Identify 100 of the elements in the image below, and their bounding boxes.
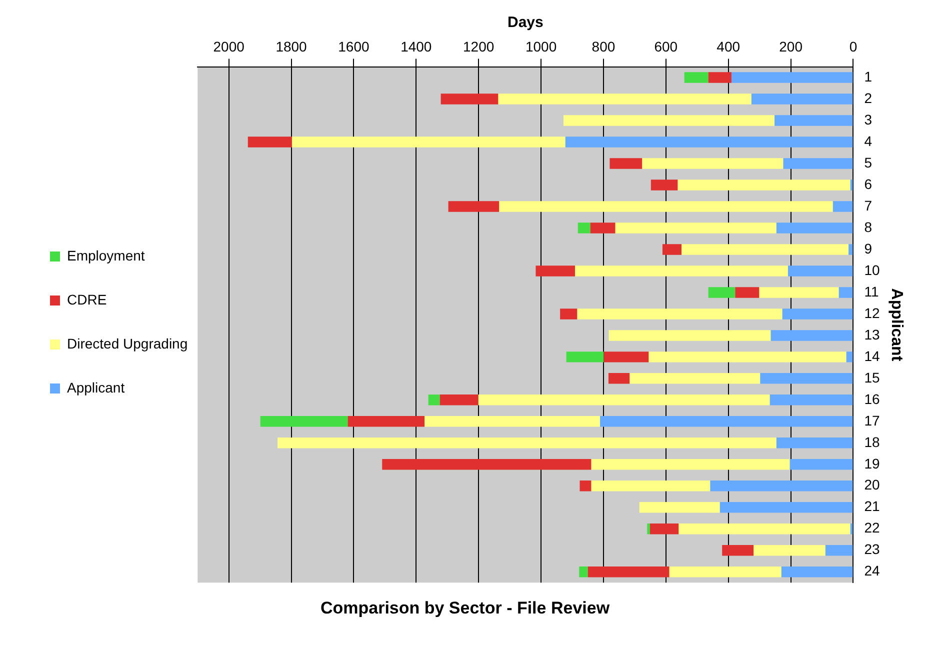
y-tick-label: 15 <box>864 369 880 386</box>
bar <box>647 524 650 534</box>
bar <box>575 266 788 276</box>
bar <box>770 394 853 406</box>
x-tick-label: 2000 <box>213 38 245 54</box>
x-tick-label: 1200 <box>463 38 494 54</box>
bar <box>565 136 853 148</box>
bar <box>292 136 566 148</box>
bar <box>776 438 853 448</box>
y-tick-label: 9 <box>864 240 872 256</box>
bar <box>838 287 853 298</box>
bar <box>825 544 853 556</box>
bar <box>600 416 853 427</box>
bar <box>536 266 576 276</box>
y-axis-title: Applicant <box>888 288 905 362</box>
bar <box>564 115 775 126</box>
bar <box>615 222 776 234</box>
bar <box>759 287 839 298</box>
bar <box>650 524 679 534</box>
bar <box>440 94 498 104</box>
bar <box>774 115 853 126</box>
bar <box>678 180 850 190</box>
bar <box>708 287 736 298</box>
bar <box>478 394 770 406</box>
bar <box>588 566 670 578</box>
bar <box>448 201 500 212</box>
y-tick-label: 11 <box>864 283 879 300</box>
bar <box>348 416 425 427</box>
bar <box>848 244 853 255</box>
y-tick-label: 12 <box>864 304 880 321</box>
bar <box>278 438 776 448</box>
bar <box>760 373 853 384</box>
y-tick-label: 5 <box>864 154 872 170</box>
x-tick-label: 0 <box>849 38 858 54</box>
y-tick-label: 16 <box>864 390 880 407</box>
bar <box>499 201 833 212</box>
bar <box>720 502 853 513</box>
bar <box>577 308 782 320</box>
y-tick-label: 14 <box>864 348 880 364</box>
y-tick-label: 23 <box>864 541 880 558</box>
bar <box>790 459 853 470</box>
bar <box>579 566 588 578</box>
bar <box>708 72 732 83</box>
y-tick-label: 21 <box>864 498 880 514</box>
bar <box>648 352 846 362</box>
bar <box>754 544 826 556</box>
bar <box>770 330 853 341</box>
bar <box>591 459 790 470</box>
bar <box>846 352 853 362</box>
y-tick-label: 24 <box>864 562 880 579</box>
bar <box>580 480 592 492</box>
bar <box>590 222 616 234</box>
y-tick-label: 18 <box>864 434 880 450</box>
bar <box>560 308 578 320</box>
y-tick-label: 13 <box>864 326 880 342</box>
y-tick-label: 8 <box>864 218 872 235</box>
bar <box>610 158 642 169</box>
bar <box>776 222 853 234</box>
bar <box>669 566 782 578</box>
x-tick-label: 800 <box>592 38 616 54</box>
y-tick-label: 3 <box>864 111 872 128</box>
x-axis-title: Days <box>507 14 544 32</box>
text: Comparison by Sector - File Review <box>320 598 610 618</box>
bar <box>591 480 710 492</box>
bar <box>782 308 853 320</box>
bar <box>578 222 590 234</box>
y-tick-label: 22 <box>864 520 880 536</box>
x-tick-label: 400 <box>716 38 740 54</box>
bar <box>382 459 592 470</box>
y-tick-label: 19 <box>864 455 880 472</box>
y-tick-label: 17 <box>864 412 880 428</box>
y-tick-label: 20 <box>864 476 880 493</box>
bar <box>498 94 752 104</box>
bar <box>662 244 682 255</box>
x-tick-label: 600 <box>654 38 678 54</box>
bar <box>684 72 708 83</box>
bar <box>751 94 853 104</box>
bar <box>832 201 853 212</box>
x-tick-label: 1000 <box>525 38 557 54</box>
y-tick-label: 1 <box>864 68 872 84</box>
bar <box>722 544 754 556</box>
bar <box>428 394 440 406</box>
bar <box>731 72 853 83</box>
bar <box>642 158 784 169</box>
bar <box>650 180 678 190</box>
bar <box>682 244 849 255</box>
legend-label: Employment <box>67 247 145 264</box>
x-tick-label: 200 <box>779 38 803 54</box>
bar <box>783 158 853 169</box>
bar <box>735 287 760 298</box>
bar <box>440 394 478 406</box>
legend-label: CDRE <box>67 291 107 308</box>
y-tick-label: 7 <box>864 197 872 214</box>
bar <box>566 352 604 362</box>
legend-label: Directed Upgrading <box>67 335 188 352</box>
x-tick-label: 1800 <box>276 38 308 54</box>
bar <box>608 330 771 341</box>
bar <box>604 352 649 362</box>
bar <box>678 524 850 534</box>
bar <box>630 373 760 384</box>
